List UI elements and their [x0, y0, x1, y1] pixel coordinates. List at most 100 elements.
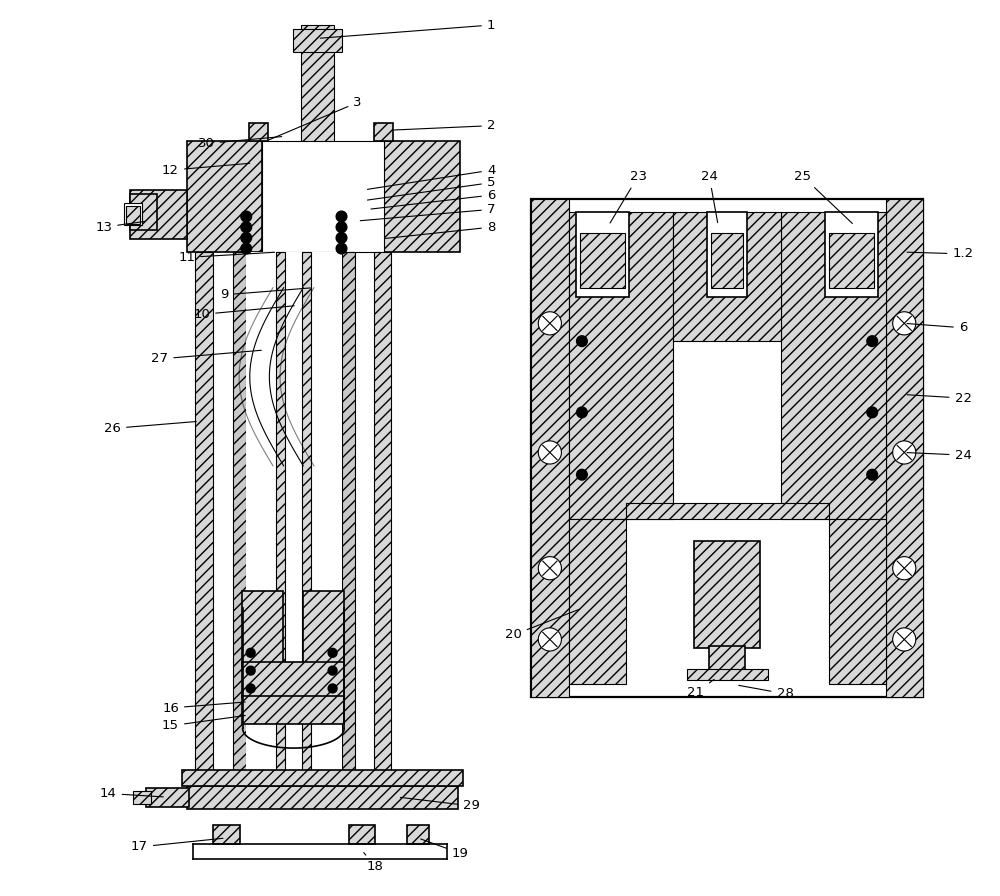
Bar [242, 591, 283, 666]
Circle shape [867, 336, 878, 347]
Bar [213, 824, 240, 844]
Bar [349, 824, 375, 844]
Text: 11: 11 [178, 251, 275, 264]
Bar [124, 203, 142, 226]
Text: 5: 5 [367, 177, 495, 200]
Text: 14: 14 [100, 787, 163, 800]
Bar [576, 212, 629, 297]
Text: 10: 10 [193, 306, 294, 321]
Text: 15: 15 [162, 716, 245, 732]
Bar [709, 646, 745, 679]
Circle shape [241, 222, 252, 233]
Bar [694, 541, 760, 649]
Bar [673, 212, 781, 341]
Bar [249, 123, 268, 141]
Bar [246, 252, 342, 791]
Bar [707, 212, 747, 297]
Text: 12: 12 [162, 163, 250, 177]
Bar [130, 190, 187, 238]
Circle shape [328, 684, 337, 693]
Bar [302, 252, 311, 791]
Circle shape [538, 312, 561, 335]
Text: 8: 8 [385, 220, 495, 238]
Text: 13: 13 [95, 220, 146, 234]
Bar [711, 233, 743, 288]
Text: 19: 19 [421, 839, 468, 859]
Text: 28: 28 [739, 685, 793, 701]
Bar [580, 233, 625, 288]
Bar [242, 695, 344, 724]
Bar [531, 199, 569, 697]
Text: 3: 3 [269, 96, 362, 140]
Text: 24: 24 [907, 449, 971, 461]
Circle shape [336, 233, 347, 243]
Circle shape [893, 441, 916, 464]
Circle shape [867, 470, 878, 480]
Text: 7: 7 [360, 202, 495, 220]
Bar [687, 668, 768, 679]
Bar [781, 212, 886, 520]
Bar [374, 123, 393, 141]
Text: 17: 17 [131, 839, 223, 853]
Text: 2: 2 [394, 119, 495, 132]
Bar [195, 252, 213, 791]
Text: 22: 22 [907, 392, 972, 405]
Circle shape [577, 470, 587, 480]
Circle shape [328, 649, 337, 658]
Bar [384, 141, 460, 252]
Bar [342, 252, 355, 791]
Circle shape [241, 233, 252, 243]
Bar [242, 662, 344, 697]
Text: 16: 16 [162, 702, 245, 714]
Text: 21: 21 [687, 679, 714, 700]
Circle shape [577, 407, 587, 418]
Text: 24: 24 [701, 170, 718, 223]
Bar [829, 233, 874, 288]
Bar [293, 30, 342, 52]
Text: 30: 30 [198, 136, 282, 150]
Circle shape [246, 649, 255, 658]
Circle shape [336, 243, 347, 254]
Text: 4: 4 [367, 164, 495, 189]
Bar [303, 591, 344, 666]
Text: 26: 26 [104, 421, 196, 435]
Bar [262, 141, 384, 252]
Text: 29: 29 [400, 797, 480, 813]
Bar [829, 520, 886, 684]
Circle shape [577, 336, 587, 347]
Bar [133, 791, 151, 805]
Circle shape [893, 556, 916, 580]
Circle shape [538, 628, 561, 651]
Bar [374, 252, 391, 791]
Circle shape [241, 211, 252, 222]
Text: 20: 20 [505, 609, 579, 642]
Bar [531, 199, 923, 697]
Text: 1.2: 1.2 [907, 247, 974, 261]
Bar [626, 504, 829, 520]
Bar [130, 194, 157, 230]
Circle shape [336, 211, 347, 222]
Bar [126, 206, 140, 224]
Bar [569, 212, 673, 520]
Circle shape [328, 666, 337, 675]
Bar [233, 252, 246, 791]
Circle shape [246, 666, 255, 675]
Circle shape [246, 684, 255, 693]
Circle shape [893, 312, 916, 335]
Text: 6: 6 [371, 189, 495, 209]
Bar [146, 788, 189, 807]
Text: 25: 25 [794, 170, 852, 223]
Text: 27: 27 [151, 350, 261, 366]
Circle shape [538, 556, 561, 580]
Text: 9: 9 [220, 288, 310, 301]
Bar [569, 520, 626, 684]
Circle shape [538, 441, 561, 464]
Text: 23: 23 [610, 170, 647, 223]
Text: 1: 1 [320, 19, 495, 39]
Circle shape [336, 222, 347, 233]
Text: 18: 18 [364, 853, 384, 873]
Circle shape [241, 243, 252, 254]
Bar [187, 141, 262, 252]
Bar [886, 199, 923, 697]
Bar [825, 212, 878, 297]
